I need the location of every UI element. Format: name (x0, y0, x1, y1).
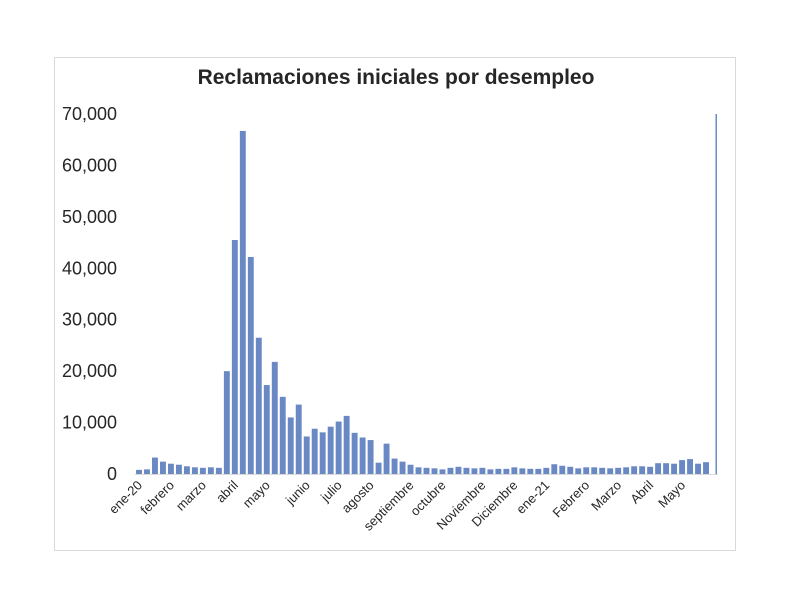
bar (175, 464, 182, 474)
bar (279, 396, 286, 474)
bar (215, 467, 222, 474)
bar (559, 465, 566, 474)
bar (487, 469, 494, 474)
bar (391, 458, 398, 474)
x-tick-label: Marzo (588, 478, 624, 514)
bar (167, 463, 174, 474)
bar (207, 467, 214, 474)
bar (351, 432, 358, 474)
bar (327, 426, 334, 474)
bar (503, 468, 510, 474)
bar (271, 361, 278, 474)
x-tick-label: marzo (173, 478, 209, 514)
bar (303, 436, 310, 474)
bar (152, 457, 158, 474)
bar (295, 404, 302, 474)
bar (519, 468, 526, 474)
bar (695, 463, 701, 474)
bar (687, 459, 694, 474)
bar (136, 469, 142, 474)
bar (255, 337, 262, 474)
bar (495, 468, 502, 474)
y-tick-label: 40,000 (62, 258, 117, 278)
bar (599, 467, 606, 474)
bar (543, 467, 550, 474)
bar (511, 467, 518, 474)
bar (455, 466, 462, 474)
x-tick-label: Abril (627, 477, 656, 506)
y-tick-label: 20,000 (62, 361, 117, 381)
bar (247, 256, 254, 474)
bar (423, 467, 430, 474)
bar (479, 467, 486, 474)
bar (367, 440, 374, 474)
x-tick-label: ene-21 (513, 478, 552, 517)
bar (591, 467, 598, 474)
bar (183, 466, 190, 474)
y-tick-label: 60,000 (62, 155, 117, 175)
x-tick-label: Mayo (655, 478, 688, 511)
y-tick-label: 70,000 (62, 104, 117, 124)
y-tick-label: 0 (107, 464, 117, 484)
bar (567, 466, 574, 474)
bar (679, 460, 686, 474)
bar (655, 463, 662, 474)
bar (575, 468, 582, 474)
bar (375, 462, 382, 474)
bar (359, 437, 366, 474)
bar (715, 114, 717, 474)
y-axis: 0 10,000 20,000 30,000 40,000 50,000 60,000 70,… (62, 104, 117, 484)
x-tick-label: febrero (137, 478, 177, 518)
bars (136, 114, 717, 474)
bar (631, 466, 638, 474)
bar (263, 385, 270, 474)
bar (407, 464, 414, 474)
y-tick-label: 30,000 (62, 310, 117, 330)
bar (439, 469, 446, 474)
y-tick-label: 10,000 (62, 413, 117, 433)
bar (287, 417, 294, 474)
bar (551, 464, 558, 474)
bar (535, 468, 542, 474)
bar (191, 467, 198, 474)
bar (319, 432, 326, 474)
bar (399, 461, 406, 474)
bar (663, 463, 670, 474)
bar (343, 415, 350, 474)
bar (623, 467, 630, 474)
x-tick-label: Febrero (550, 478, 593, 521)
bar (311, 428, 318, 474)
x-tick-label: abril (213, 477, 241, 505)
bar (223, 371, 230, 474)
bar (607, 468, 614, 474)
bar (239, 130, 246, 474)
bar (431, 468, 438, 474)
bar (231, 240, 238, 474)
bar (447, 467, 454, 474)
x-tick-label: junio (282, 478, 313, 509)
bar (583, 467, 590, 474)
bar (415, 467, 422, 474)
bar (639, 466, 646, 474)
bar (615, 467, 622, 474)
bar (471, 468, 478, 474)
y-tick-label: 50,000 (62, 207, 117, 227)
chart-title: Reclamaciones iniciales por desempleo (197, 66, 595, 89)
bar (199, 467, 206, 474)
x-tick-label: mayo (240, 478, 273, 511)
bar (703, 462, 709, 474)
bar (159, 461, 166, 474)
bar (383, 443, 390, 474)
bar (671, 463, 678, 474)
bar (647, 466, 654, 474)
bar (463, 467, 470, 474)
bar (335, 421, 342, 474)
x-tick-label: agosto (339, 478, 377, 516)
bar (144, 469, 150, 474)
bar (527, 468, 534, 474)
x-tick-label: julio (317, 478, 345, 506)
